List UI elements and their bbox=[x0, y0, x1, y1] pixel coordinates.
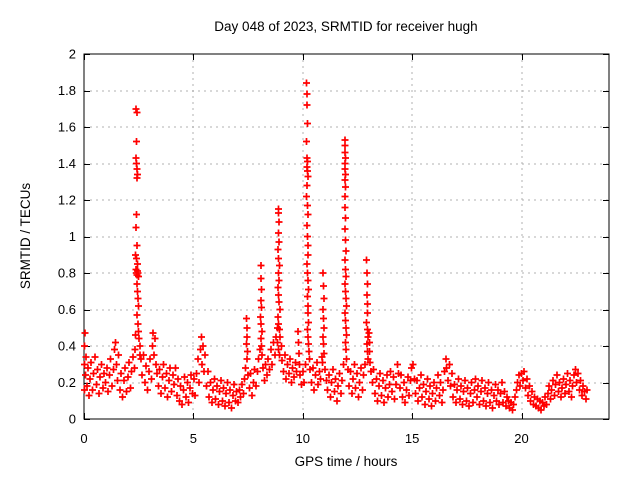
y-axis-label: SRMTID / TECUs bbox=[18, 183, 33, 290]
y-tick-label: 1.8 bbox=[58, 83, 76, 98]
x-tick-label: 5 bbox=[190, 431, 197, 446]
tick-labels: 0 5 10 15 20 0 0.2 0.4 0.6 0.8 1 1.2 1.4 1.6 1.8 2 bbox=[58, 47, 529, 447]
x-tick-label: 20 bbox=[514, 431, 528, 446]
y-tick-label: 2 bbox=[69, 47, 76, 62]
y-tick-label: 1.4 bbox=[58, 156, 76, 171]
y-tick-label: 1.2 bbox=[58, 193, 76, 208]
y-tick-label: 0 bbox=[69, 412, 76, 427]
chart-title: Day 048 of 2023, SRMTID for receiver hug… bbox=[214, 19, 477, 34]
y-tick-label: 0.2 bbox=[58, 375, 76, 390]
scatter-points-plus-markers bbox=[81, 79, 591, 414]
x-tick-label: 15 bbox=[405, 431, 419, 446]
grid-lines bbox=[84, 54, 609, 419]
plot-border bbox=[83, 53, 610, 420]
data-points bbox=[81, 79, 591, 414]
x-axis-label: GPS time / hours bbox=[295, 454, 398, 469]
x-tick-label: 0 bbox=[80, 431, 87, 446]
y-tick-label: 0.4 bbox=[58, 339, 76, 354]
y-tick-label: 0.6 bbox=[58, 302, 76, 317]
y-tick-label: 1.6 bbox=[58, 120, 76, 135]
y-tick-label: 0.8 bbox=[58, 266, 76, 281]
y-tick-label: 1 bbox=[69, 229, 76, 244]
x-tick-label: 10 bbox=[296, 431, 310, 446]
